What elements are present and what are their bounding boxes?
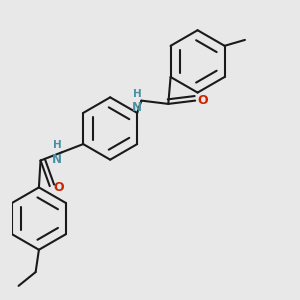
Text: N: N [132,101,142,114]
Text: O: O [198,94,208,107]
Text: H: H [133,89,142,99]
Text: N: N [52,153,62,166]
Text: O: O [53,181,64,194]
Text: H: H [53,140,62,150]
